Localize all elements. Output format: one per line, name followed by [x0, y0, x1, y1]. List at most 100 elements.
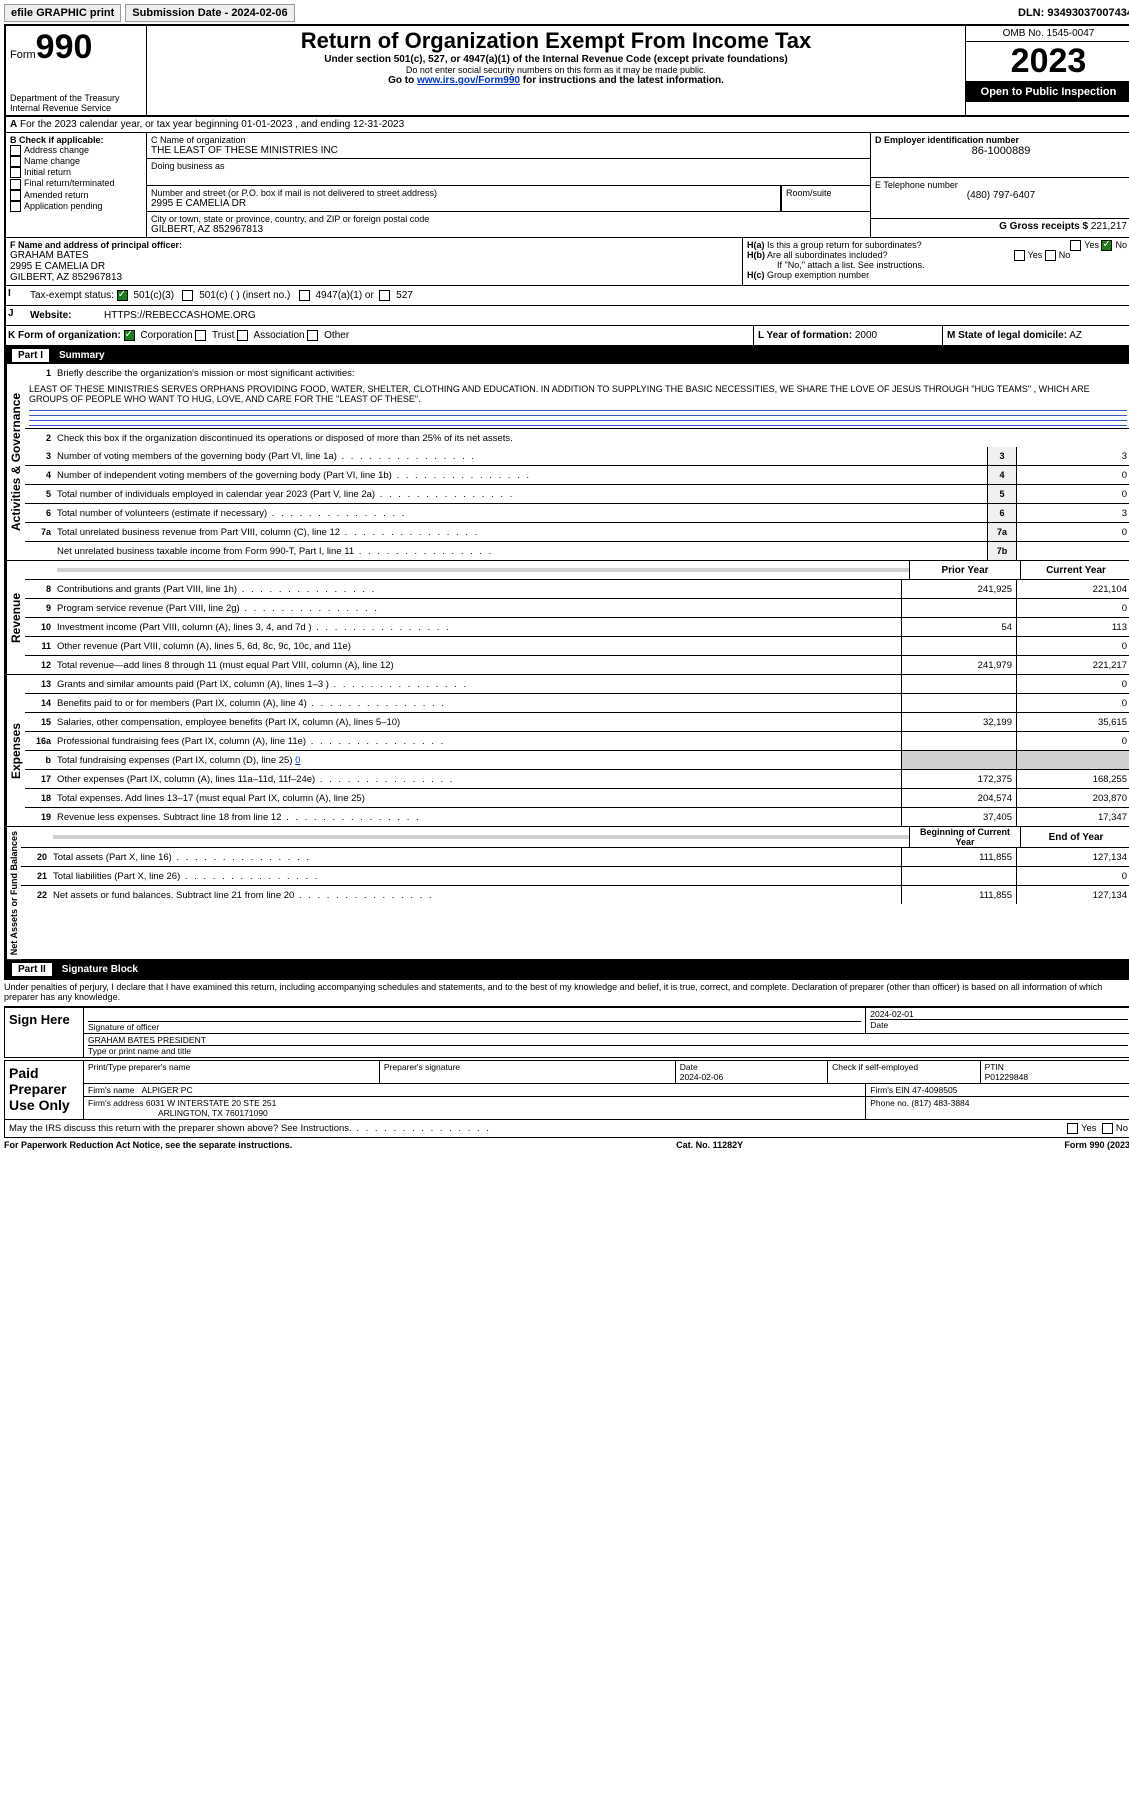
section-b-checkboxes: B Check if applicable: Address change Na…	[6, 133, 147, 237]
c19: 17,347	[1016, 808, 1129, 826]
city-label: City or town, state or province, country…	[151, 214, 866, 224]
p14	[901, 694, 1016, 712]
cb-corporation[interactable]	[124, 330, 135, 341]
cb-trust[interactable]	[195, 330, 206, 341]
page-footer: For Paperwork Reduction Act Notice, see …	[4, 1138, 1129, 1152]
c20: 127,134	[1016, 848, 1129, 866]
efile-label: efile GRAPHIC print	[4, 4, 121, 22]
p11	[901, 637, 1016, 655]
firm-name: ALPIGER PC	[142, 1085, 193, 1095]
side-expenses: Expenses	[6, 675, 25, 826]
val-5: 0	[1016, 485, 1129, 503]
p16a	[901, 732, 1016, 750]
cb-discuss-yes[interactable]	[1067, 1123, 1078, 1134]
ein-value: 86-1000889	[875, 145, 1127, 157]
c17: 168,255	[1016, 770, 1129, 788]
part-1-header: Part I Summary	[6, 347, 1129, 364]
cb-application-pending[interactable]	[10, 201, 21, 212]
p17: 172,375	[901, 770, 1016, 788]
c21: 0	[1016, 867, 1129, 885]
instructions-link[interactable]: www.irs.gov/Form990	[417, 75, 520, 86]
prep-name-label: Print/Type preparer's name	[88, 1062, 375, 1072]
hb-note: If "No," attach a list. See instructions…	[747, 260, 1127, 270]
cb-527[interactable]	[379, 290, 390, 301]
form-subtitle-3: Go to www.irs.gov/Form990 for instructio…	[151, 75, 961, 86]
gross-receipts-label: G Gross receipts $	[999, 221, 1088, 232]
self-employed-label: Check if self-employed	[832, 1062, 918, 1072]
cb-address-change[interactable]	[10, 145, 21, 156]
officer-printed-name: GRAHAM BATES PRESIDENT	[88, 1035, 1128, 1046]
name-title-label: Type or print name and title	[88, 1046, 1128, 1056]
line-11: Other revenue (Part VIII, column (A), li…	[57, 639, 901, 654]
c10: 113	[1016, 618, 1129, 636]
side-net-assets: Net Assets or Fund Balances	[6, 827, 21, 959]
form-title: Return of Organization Exempt From Incom…	[151, 28, 961, 54]
firm-addr1: 6031 W INTERSTATE 20 STE 251	[146, 1098, 277, 1108]
line-19: Revenue less expenses. Subtract line 18 …	[57, 810, 901, 825]
c11: 0	[1016, 637, 1129, 655]
cb-ha-no[interactable]	[1101, 240, 1112, 251]
cb-amended-return[interactable]	[10, 190, 21, 201]
line-16b: Total fundraising expenses (Part IX, col…	[57, 753, 901, 768]
line-20: Total assets (Part X, line 16)	[53, 850, 901, 865]
dept-treasury: Department of the Treasury	[10, 93, 142, 103]
org-name: THE LEAST OF THESE MINISTRIES INC	[151, 145, 866, 156]
line-4: Number of independent voting members of …	[57, 468, 987, 483]
perjury-statement: Under penalties of perjury, I declare th…	[4, 980, 1129, 1004]
cb-final-return[interactable]	[10, 179, 21, 190]
sign-date-label: Date	[870, 1020, 1128, 1030]
city-state-zip: GILBERT, AZ 852967813	[151, 224, 866, 235]
line-1-label: Briefly describe the organization's miss…	[57, 366, 1129, 381]
firm-ein: 47-4098505	[912, 1085, 957, 1095]
cb-discuss-no[interactable]	[1102, 1123, 1113, 1134]
paid-preparer-block: Paid Preparer Use Only Print/Type prepar…	[4, 1060, 1129, 1120]
hdr-current-year: Current Year	[1020, 561, 1129, 579]
rule	[29, 413, 1127, 416]
submission-date: Submission Date - 2024-02-06	[125, 4, 294, 22]
paid-preparer-label: Paid Preparer Use Only	[5, 1061, 84, 1119]
val-7b	[1016, 542, 1129, 560]
discuss-row: May the IRS discuss this return with the…	[4, 1120, 1129, 1138]
cb-4947[interactable]	[299, 290, 310, 301]
line-21: Total liabilities (Part X, line 26)	[53, 869, 901, 884]
form-990-label: Form990	[10, 28, 142, 67]
line-14: Benefits paid to or for members (Part IX…	[57, 696, 901, 711]
line-2: Check this box if the organization disco…	[57, 431, 1129, 446]
cb-501c[interactable]	[182, 290, 193, 301]
sign-here-block: Sign Here Signature of officer 2024-02-0…	[4, 1006, 1129, 1058]
c9: 0	[1016, 599, 1129, 617]
cb-name-change[interactable]	[10, 156, 21, 167]
form-page: Form 990 (2023)	[851, 1140, 1129, 1150]
cb-hb-no[interactable]	[1045, 250, 1056, 261]
rule	[29, 418, 1127, 421]
phone-label: E Telephone number	[875, 180, 1127, 190]
cb-ha-yes[interactable]	[1070, 240, 1081, 251]
c14: 0	[1016, 694, 1129, 712]
form-subtitle-1: Under section 501(c), 527, or 4947(a)(1)…	[151, 54, 961, 65]
c18: 203,870	[1016, 789, 1129, 807]
hdr-prior-year: Prior Year	[909, 561, 1020, 579]
line-18: Total expenses. Add lines 13–17 (must eq…	[57, 791, 901, 806]
side-activities-governance: Activities & Governance	[6, 364, 25, 560]
cb-other[interactable]	[307, 330, 318, 341]
p21	[901, 867, 1016, 885]
pra-notice: For Paperwork Reduction Act Notice, see …	[4, 1140, 569, 1150]
line-12: Total revenue—add lines 8 through 11 (mu…	[57, 658, 901, 673]
val-3: 3	[1016, 447, 1129, 465]
c22: 127,134	[1016, 886, 1129, 904]
tax-year: 2023	[966, 42, 1129, 82]
hdr-end: End of Year	[1020, 827, 1129, 847]
cb-association[interactable]	[237, 330, 248, 341]
line-3: Number of voting members of the governin…	[57, 449, 987, 464]
cb-initial-return[interactable]	[10, 167, 21, 178]
cb-501c3[interactable]	[117, 290, 128, 301]
line-15: Salaries, other compensation, employee b…	[57, 715, 901, 730]
p15: 32,199	[901, 713, 1016, 731]
side-revenue: Revenue	[6, 561, 25, 674]
p20: 111,855	[901, 848, 1016, 866]
open-to-public: Open to Public Inspection	[966, 82, 1129, 102]
cb-hb-yes[interactable]	[1014, 250, 1025, 261]
p22: 111,855	[901, 886, 1016, 904]
prep-date: 2024-02-06	[680, 1072, 823, 1082]
efile-topbar: efile GRAPHIC print Submission Date - 20…	[4, 4, 1129, 22]
